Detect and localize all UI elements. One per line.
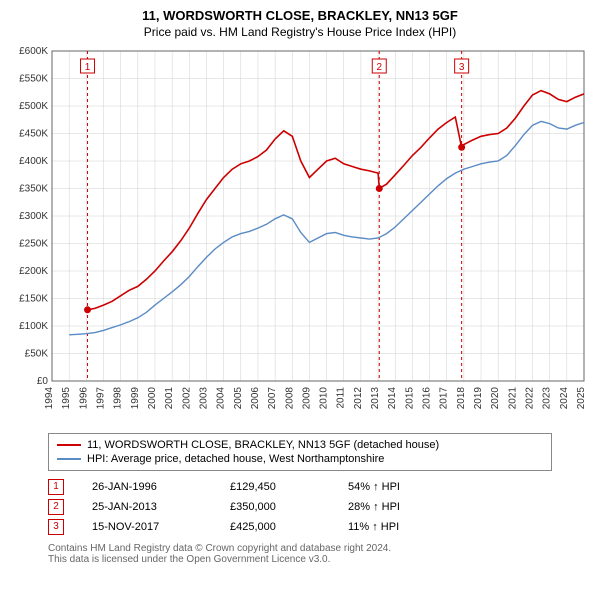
sales-row: 3 15-NOV-2017 £425,000 11% ↑ HPI — [48, 517, 552, 537]
sale-dot — [376, 185, 383, 192]
sale-marker-number: 1 — [85, 62, 91, 73]
page-subtitle: Price paid vs. HM Land Registry's House … — [8, 25, 592, 39]
x-tick-label: 1994 — [44, 387, 55, 410]
sales-marker-box: 3 — [48, 519, 64, 535]
price-chart: £0 £50K £100K £150K £200K £250K £300K £350K £400… — [8, 45, 592, 425]
x-tick-label: 2006 — [250, 387, 261, 410]
x-tick-label: 2024 — [559, 387, 570, 410]
sales-row: 1 26-JAN-1996 £129,450 54% ↑ HPI — [48, 477, 552, 497]
y-tick-label: £550K — [19, 74, 48, 85]
footer-attribution: Contains HM Land Registry data © Crown c… — [48, 543, 552, 565]
sales-pct: 11% ↑ HPI — [348, 521, 458, 533]
sales-pct: 28% ↑ HPI — [348, 501, 458, 513]
chart-container: £0 £50K £100K £150K £200K £250K £300K £350K £400… — [8, 45, 592, 425]
x-tick-label: 2014 — [387, 387, 398, 410]
x-tick-label: 2002 — [181, 387, 192, 410]
x-tick-label: 2007 — [267, 387, 278, 410]
x-tick-label: 2017 — [439, 387, 450, 410]
x-tick-label: 2008 — [284, 387, 295, 410]
y-tick-label: £100K — [19, 321, 48, 332]
sales-row: 2 25-JAN-2013 £350,000 28% ↑ HPI — [48, 497, 552, 517]
sales-table: 1 26-JAN-1996 £129,450 54% ↑ HPI 2 25-JAN-201… — [48, 477, 552, 537]
x-tick-label: 2000 — [147, 387, 158, 410]
legend-item: 11, WORDSWORTH CLOSE, BRACKLEY, NN13 5GF… — [57, 438, 543, 452]
sale-dot — [458, 144, 465, 151]
sales-pct: 54% ↑ HPI — [348, 481, 458, 493]
x-tick-label: 2010 — [319, 387, 330, 410]
y-tick-label: £0 — [37, 376, 49, 387]
x-tick-label: 2023 — [542, 387, 553, 410]
x-tick-label: 1996 — [78, 387, 89, 410]
x-tick-label: 2001 — [164, 387, 175, 410]
x-tick-label: 2011 — [336, 387, 347, 409]
y-tick-label: £500K — [19, 101, 48, 112]
sales-price: £425,000 — [230, 521, 320, 533]
y-tick-label: £200K — [19, 266, 48, 277]
y-tick-label: £50K — [25, 349, 49, 360]
sales-date: 15-NOV-2017 — [92, 521, 202, 533]
x-tick-label: 1999 — [130, 387, 141, 410]
sale-marker-number: 2 — [376, 62, 382, 73]
footer-line-1: Contains HM Land Registry data © Crown c… — [48, 543, 552, 554]
sale-dot — [84, 306, 91, 313]
sales-price: £350,000 — [230, 501, 320, 513]
sale-marker-number: 3 — [459, 62, 465, 73]
x-tick-label: 2022 — [525, 387, 536, 410]
sales-marker-box: 2 — [48, 499, 64, 515]
x-tick-label: 2004 — [216, 387, 227, 410]
x-tick-label: 2021 — [507, 387, 518, 410]
y-tick-label: £250K — [19, 239, 48, 250]
page-title: 11, WORDSWORTH CLOSE, BRACKLEY, NN13 5GF — [8, 8, 592, 23]
x-tick-label: 2025 — [576, 387, 587, 410]
x-tick-label: 1995 — [61, 387, 72, 410]
x-tick-label: 2012 — [353, 387, 364, 410]
y-tick-label: £300K — [19, 211, 48, 222]
legend-label: HPI: Average price, detached house, West… — [87, 453, 384, 465]
x-tick-label: 2005 — [233, 387, 244, 410]
y-tick-label: £450K — [19, 129, 48, 140]
sales-date: 26-JAN-1996 — [92, 481, 202, 493]
y-tick-label: £600K — [19, 46, 48, 57]
x-tick-label: 2018 — [456, 387, 467, 410]
legend-label: 11, WORDSWORTH CLOSE, BRACKLEY, NN13 5GF… — [87, 439, 439, 451]
x-tick-label: 1998 — [113, 387, 124, 410]
sales-price: £129,450 — [230, 481, 320, 493]
x-tick-label: 1997 — [95, 387, 106, 410]
x-tick-label: 2009 — [301, 387, 312, 410]
legend-item: HPI: Average price, detached house, West… — [57, 452, 543, 466]
legend-swatch — [57, 458, 81, 460]
x-tick-label: 2020 — [490, 387, 501, 410]
legend-swatch — [57, 444, 81, 446]
x-tick-label: 2016 — [422, 387, 433, 410]
y-tick-label: £150K — [19, 294, 48, 305]
x-tick-label: 2019 — [473, 387, 484, 410]
x-tick-label: 2013 — [370, 387, 381, 410]
x-tick-label: 2015 — [404, 387, 415, 410]
legend: 11, WORDSWORTH CLOSE, BRACKLEY, NN13 5GF… — [48, 433, 552, 471]
sales-date: 25-JAN-2013 — [92, 501, 202, 513]
y-tick-label: £350K — [19, 184, 48, 195]
footer-line-2: This data is licensed under the Open Gov… — [48, 554, 552, 565]
y-tick-label: £400K — [19, 156, 48, 167]
sales-marker-box: 1 — [48, 479, 64, 495]
x-tick-label: 2003 — [198, 387, 209, 410]
